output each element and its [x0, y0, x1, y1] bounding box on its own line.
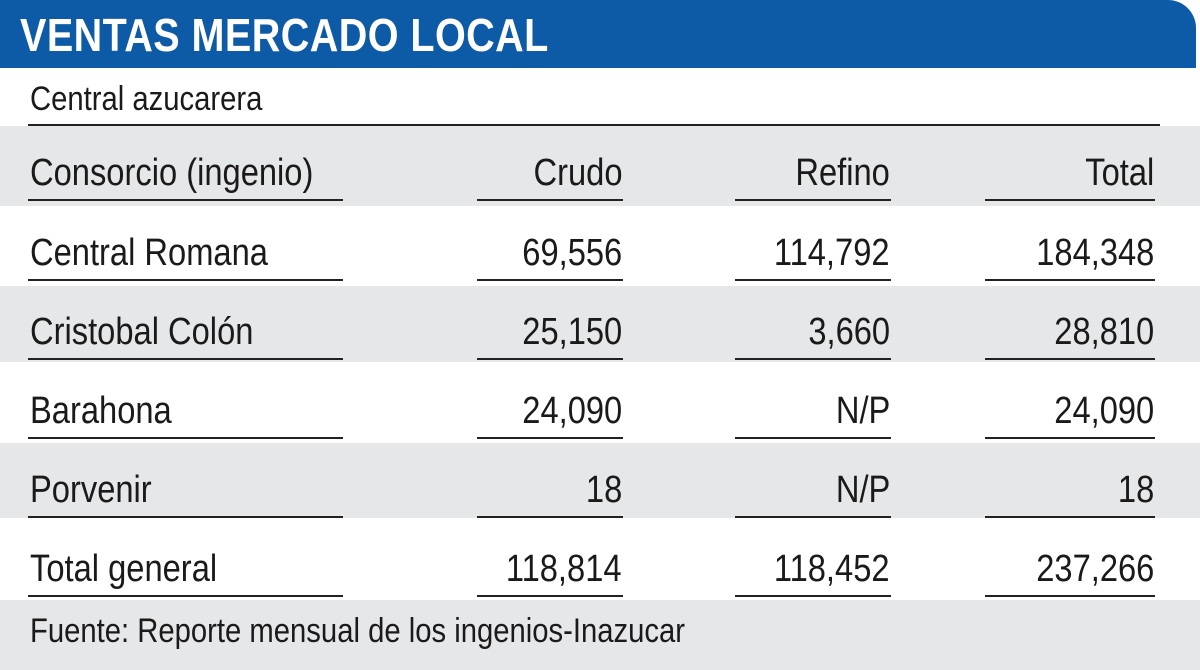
table-cell: 18 [585, 469, 622, 511]
table-cell: Central Romana [30, 232, 268, 274]
row-band [0, 286, 1200, 362]
table-cell: 28,810 [1054, 311, 1154, 353]
cell-underline [477, 437, 623, 439]
table-cell: 69,556 [522, 232, 622, 274]
column-header: Crudo [532, 152, 622, 194]
cell-underline [735, 279, 891, 281]
table-cell: 3,660 [808, 311, 890, 353]
footer-band [0, 600, 1200, 670]
table-row: Cristobal Colón 25,150 3,660 28,810 [0, 293, 1200, 373]
cell-underline [28, 595, 343, 597]
subtitle-rule [28, 124, 1160, 126]
cell-underline [985, 595, 1155, 597]
cell-underline [985, 358, 1155, 360]
table-cell: Total general [30, 548, 218, 590]
table-cell: 114,792 [774, 232, 890, 274]
cell-underline [985, 437, 1155, 439]
table-cell: 184,348 [1035, 232, 1154, 274]
column-header: Refino [795, 152, 890, 194]
table-row: Central Romana 69,556 114,792 184,348 [0, 214, 1200, 294]
table-row: Porvenir 18 N/P 18 [0, 451, 1200, 531]
cell-underline [985, 199, 1155, 201]
table-cell: 118,452 [774, 548, 890, 590]
cell-underline [735, 437, 891, 439]
cell-underline [735, 199, 891, 201]
cell-underline [735, 358, 891, 360]
header-band [0, 126, 1200, 206]
table-cell: 25,150 [522, 311, 622, 353]
chart-subtitle: Central azucarera [30, 80, 263, 118]
cell-underline [735, 595, 891, 597]
cell-underline [28, 358, 343, 360]
chart-title: VENTAS MERCADO LOCAL [20, 9, 549, 61]
cell-underline [28, 437, 343, 439]
cell-underline [735, 516, 891, 518]
row-band [0, 443, 1200, 518]
table-cell: Cristobal Colón [30, 311, 254, 353]
cell-underline [985, 279, 1155, 281]
column-header: Consorcio (ingenio) [30, 152, 314, 194]
table-row: Total general 118,814 118,452 237,266 [0, 530, 1200, 610]
cell-underline [477, 279, 623, 281]
cell-underline [985, 516, 1155, 518]
cell-underline [477, 358, 623, 360]
table-cell: 24,090 [1054, 390, 1154, 432]
table-cell: 24,090 [522, 390, 622, 432]
table-cell: 118,814 [506, 548, 622, 590]
cell-underline [28, 516, 343, 518]
table-row: Barahona 24,090 N/P 24,090 [0, 372, 1200, 452]
source-note: Fuente: Reporte mensual de los ingenios-… [30, 612, 686, 650]
table-cell: Barahona [30, 390, 172, 432]
cell-underline [28, 279, 343, 281]
table-header-row: Consorcio (ingenio) Crudo Refino Total [0, 134, 1200, 214]
table-cell: 18 [1117, 469, 1154, 511]
cell-underline [477, 516, 623, 518]
table-cell: Porvenir [30, 469, 152, 511]
title-bar: VENTAS MERCADO LOCAL [0, 0, 1196, 68]
cell-underline [477, 595, 623, 597]
table-cell: N/P [835, 390, 890, 432]
table-cell: N/P [835, 469, 890, 511]
cell-underline [28, 199, 343, 201]
cell-underline [477, 199, 623, 201]
column-header: Total [1084, 152, 1154, 194]
table-cell: 237,266 [1035, 548, 1154, 590]
